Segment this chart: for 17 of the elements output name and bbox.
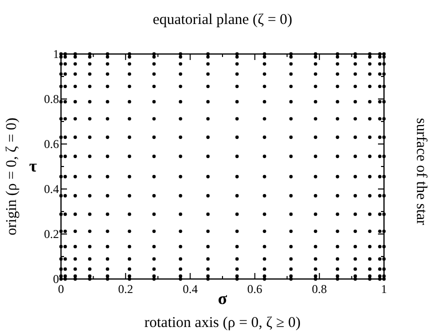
x-tick-label: 1 [381, 282, 387, 296]
y-tick-label: 0.4 [44, 182, 59, 196]
y-tick-label: 0.8 [44, 92, 59, 106]
text: rotation axis (ρ = 0, ζ ≥ 0) [144, 315, 301, 331]
y-tick-label: 0.6 [44, 137, 59, 151]
text: surface of the star [413, 118, 429, 226]
x-tick-label: 0.2 [118, 282, 134, 296]
x-tick-label: 0.8 [312, 282, 327, 296]
y-tick-label: 0.2 [44, 227, 59, 241]
y-axis-title: τ [29, 156, 38, 176]
x-tick-label: 0.4 [182, 282, 198, 296]
x-axis-title: σ [218, 289, 228, 308]
y-tick-label: 0 [53, 272, 59, 286]
chart-title: equatorial plane (ζ = 0) [152, 12, 292, 28]
y-tick-label: 1 [53, 47, 59, 61]
x-tick-label: 0.6 [247, 282, 262, 296]
text: origin (ρ = 0, ζ = 0) [4, 118, 20, 236]
